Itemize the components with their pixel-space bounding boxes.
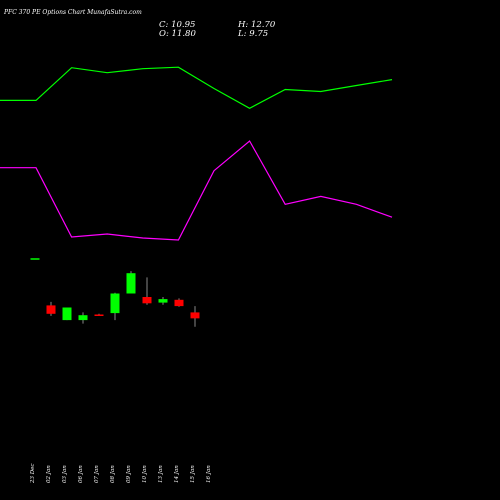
open-value: O: 11.80 — [159, 29, 196, 39]
x-tick-label: 23 Dec — [30, 464, 36, 485]
x-tick-label: 02 Jan — [46, 465, 52, 483]
candle-body — [94, 314, 104, 316]
chart-title: PFC 370 PE Options Chart MunafaSutra.com — [4, 9, 142, 16]
high-value: H: 12.70 — [238, 20, 276, 30]
x-tick-label: 10 Jan — [142, 465, 148, 483]
candle-body — [142, 297, 152, 304]
candle-body — [62, 307, 72, 321]
candle-body — [78, 315, 88, 321]
low-value: L: 9.75 — [238, 29, 269, 39]
close-value: C: 10.95 — [159, 20, 196, 30]
candle-body — [190, 312, 200, 319]
x-tick-label: 07 Jan — [94, 465, 100, 483]
x-tick-label: 16 Jan — [206, 465, 212, 483]
indicator-line-magenta — [0, 140, 393, 241]
candle-body — [110, 293, 120, 314]
candle-body — [174, 299, 184, 307]
x-tick-label: 14 Jan — [174, 465, 180, 483]
candle-body — [158, 299, 168, 303]
x-tick-label: 03 Jan — [62, 465, 68, 483]
x-tick-label: 13 Jan — [158, 465, 164, 483]
candle-body — [126, 273, 136, 294]
indicator-line-green — [0, 66, 393, 109]
x-tick-label: 06 Jan — [78, 465, 84, 483]
x-tick-label: 15 Jan — [190, 465, 196, 483]
candle-body — [46, 305, 56, 314]
x-tick-label: 08 Jan — [110, 465, 116, 483]
x-tick-label: 09 Jan — [126, 465, 132, 483]
